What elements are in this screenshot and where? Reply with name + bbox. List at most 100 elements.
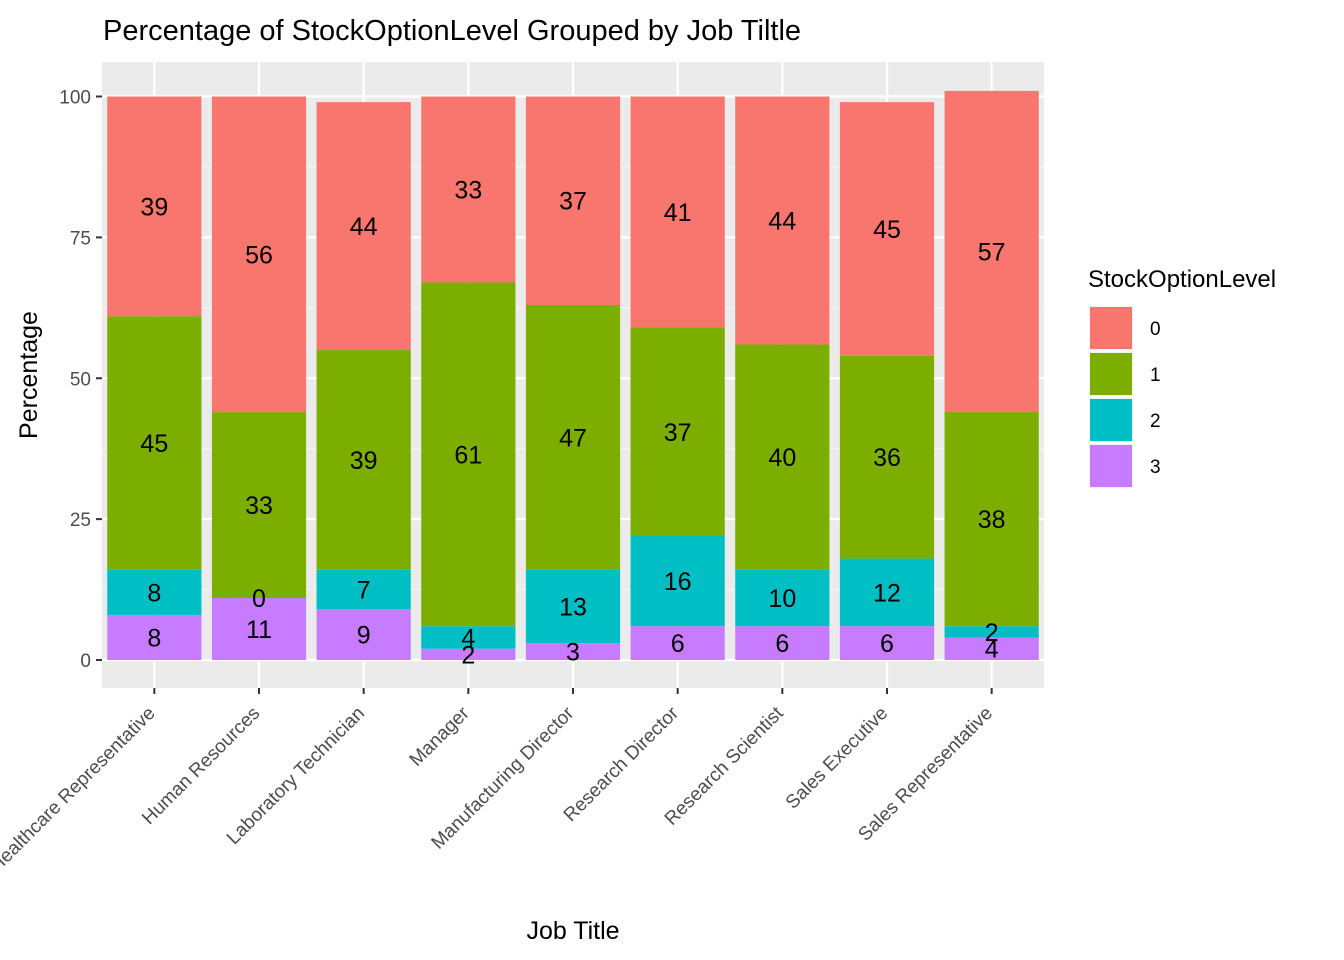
bar-segment-level-0 bbox=[107, 96, 202, 317]
data-label: 38 bbox=[978, 506, 1006, 534]
legend: StockOptionLevel 0 1 2 3 bbox=[1088, 266, 1276, 488]
data-label: 44 bbox=[768, 207, 796, 235]
bar-segment-level-3 bbox=[421, 648, 516, 660]
bar-segment-level-2 bbox=[839, 558, 935, 627]
legend-swatch bbox=[1090, 399, 1132, 441]
data-label: 37 bbox=[559, 188, 587, 216]
x-tick-label: Healthcare Representative bbox=[0, 703, 160, 877]
bar-segment-level-0 bbox=[421, 96, 516, 283]
y-axis: 0 25 50 75 100 bbox=[59, 88, 102, 672]
bar-segment-level-2 bbox=[944, 626, 1039, 638]
bars bbox=[107, 90, 1039, 660]
data-label: 33 bbox=[245, 492, 273, 520]
bar-segment-level-1 bbox=[839, 355, 935, 559]
bar-segment-level-2 bbox=[107, 569, 202, 615]
data-label: 40 bbox=[768, 444, 796, 472]
y-axis-title: Percentage bbox=[15, 311, 43, 439]
x-axis-title: Job Title bbox=[526, 917, 619, 945]
bar-segment-level-1 bbox=[211, 412, 307, 599]
legend-label: 0 bbox=[1150, 319, 1161, 340]
data-label: 13 bbox=[559, 593, 587, 621]
bar-segment-level-1 bbox=[421, 282, 516, 627]
x-tick-label: Sales Executive bbox=[782, 703, 892, 813]
data-label: 8 bbox=[147, 624, 161, 652]
data-label: 45 bbox=[873, 216, 901, 244]
x-tick-label: Human Resources bbox=[138, 703, 264, 829]
bar-segment-level-3 bbox=[839, 626, 935, 660]
data-label: 41 bbox=[664, 199, 692, 227]
data-label: 36 bbox=[873, 444, 901, 472]
data-label: 10 bbox=[768, 585, 796, 613]
data-label: 39 bbox=[350, 447, 378, 475]
legend-label: 1 bbox=[1150, 365, 1161, 386]
data-label: 2 bbox=[461, 641, 475, 669]
bar-segment-level-3 bbox=[944, 637, 1039, 660]
y-tick-label: 0 bbox=[80, 651, 91, 672]
data-label: 57 bbox=[978, 238, 1006, 266]
legend-swatch bbox=[1090, 353, 1132, 395]
data-label: 7 bbox=[357, 577, 371, 605]
data-label: 12 bbox=[873, 579, 901, 607]
data-label: 44 bbox=[350, 213, 378, 241]
bar-segment-level-0 bbox=[944, 90, 1039, 413]
data-label: 16 bbox=[664, 568, 692, 596]
bar-segment-level-3 bbox=[525, 643, 621, 660]
data-label: 9 bbox=[357, 622, 371, 650]
legend-title: StockOptionLevel bbox=[1088, 266, 1276, 293]
data-label: 0 bbox=[252, 585, 266, 613]
bar-segment-level-1 bbox=[525, 304, 621, 570]
bar-segment-level-0 bbox=[630, 96, 725, 328]
data-label: 61 bbox=[454, 441, 482, 469]
bar-segment-level-2 bbox=[316, 569, 411, 610]
bar-segment-level-3 bbox=[630, 626, 725, 660]
legend-label: 2 bbox=[1150, 411, 1161, 432]
y-tick-label: 100 bbox=[59, 88, 91, 109]
bar-segment-level-1 bbox=[944, 412, 1039, 627]
legend-swatch bbox=[1090, 445, 1132, 487]
data-label: 47 bbox=[559, 424, 587, 452]
bar-segment-level-3 bbox=[316, 609, 411, 660]
data-label: 4 bbox=[461, 624, 475, 652]
data-label: 6 bbox=[671, 630, 685, 658]
y-tick-label: 50 bbox=[70, 369, 91, 390]
bar-segment-level-3 bbox=[211, 598, 307, 660]
data-label: 6 bbox=[880, 630, 894, 658]
data-label: 39 bbox=[140, 193, 168, 221]
bar-segment-level-2 bbox=[525, 569, 621, 644]
data-label: 8 bbox=[147, 579, 161, 607]
bar-segment-level-0 bbox=[839, 102, 935, 356]
data-label: 11 bbox=[246, 616, 272, 644]
data-label: 45 bbox=[140, 430, 168, 458]
data-label: 2 bbox=[985, 619, 999, 647]
data-label: 37 bbox=[664, 419, 692, 447]
data-label: 3 bbox=[566, 639, 580, 667]
x-tick-label: Research Scientist bbox=[661, 702, 788, 829]
bar-segment-level-0 bbox=[211, 96, 307, 413]
bar-segment-level-2 bbox=[421, 626, 516, 649]
bar-segment-level-0 bbox=[525, 96, 621, 305]
chart-title: Percentage of StockOptionLevel Grouped b… bbox=[103, 15, 801, 47]
data-label: 33 bbox=[454, 176, 482, 204]
bar-segment-level-0 bbox=[735, 96, 830, 345]
bar-segment-level-1 bbox=[735, 344, 830, 570]
bar-segment-level-3 bbox=[735, 626, 830, 660]
bar-segment-level-0 bbox=[316, 102, 411, 351]
y-tick-label: 25 bbox=[70, 510, 91, 531]
legend-label: 3 bbox=[1150, 457, 1161, 478]
x-tick-label: Manager bbox=[406, 702, 474, 770]
bar-segment-level-1 bbox=[316, 350, 411, 570]
bar-segment-level-3 bbox=[107, 614, 202, 660]
bar-segment-level-2 bbox=[735, 569, 830, 627]
bar-segment-level-1 bbox=[630, 327, 725, 537]
data-label: 4 bbox=[985, 636, 999, 664]
data-label: 6 bbox=[775, 630, 789, 658]
data-label: 56 bbox=[245, 241, 273, 269]
y-tick-label: 75 bbox=[70, 228, 91, 249]
bar-segment-level-2 bbox=[630, 536, 725, 627]
legend-swatch bbox=[1090, 307, 1132, 349]
bar-segment-level-1 bbox=[107, 316, 202, 570]
x-tick-label: Research Director bbox=[560, 702, 684, 826]
